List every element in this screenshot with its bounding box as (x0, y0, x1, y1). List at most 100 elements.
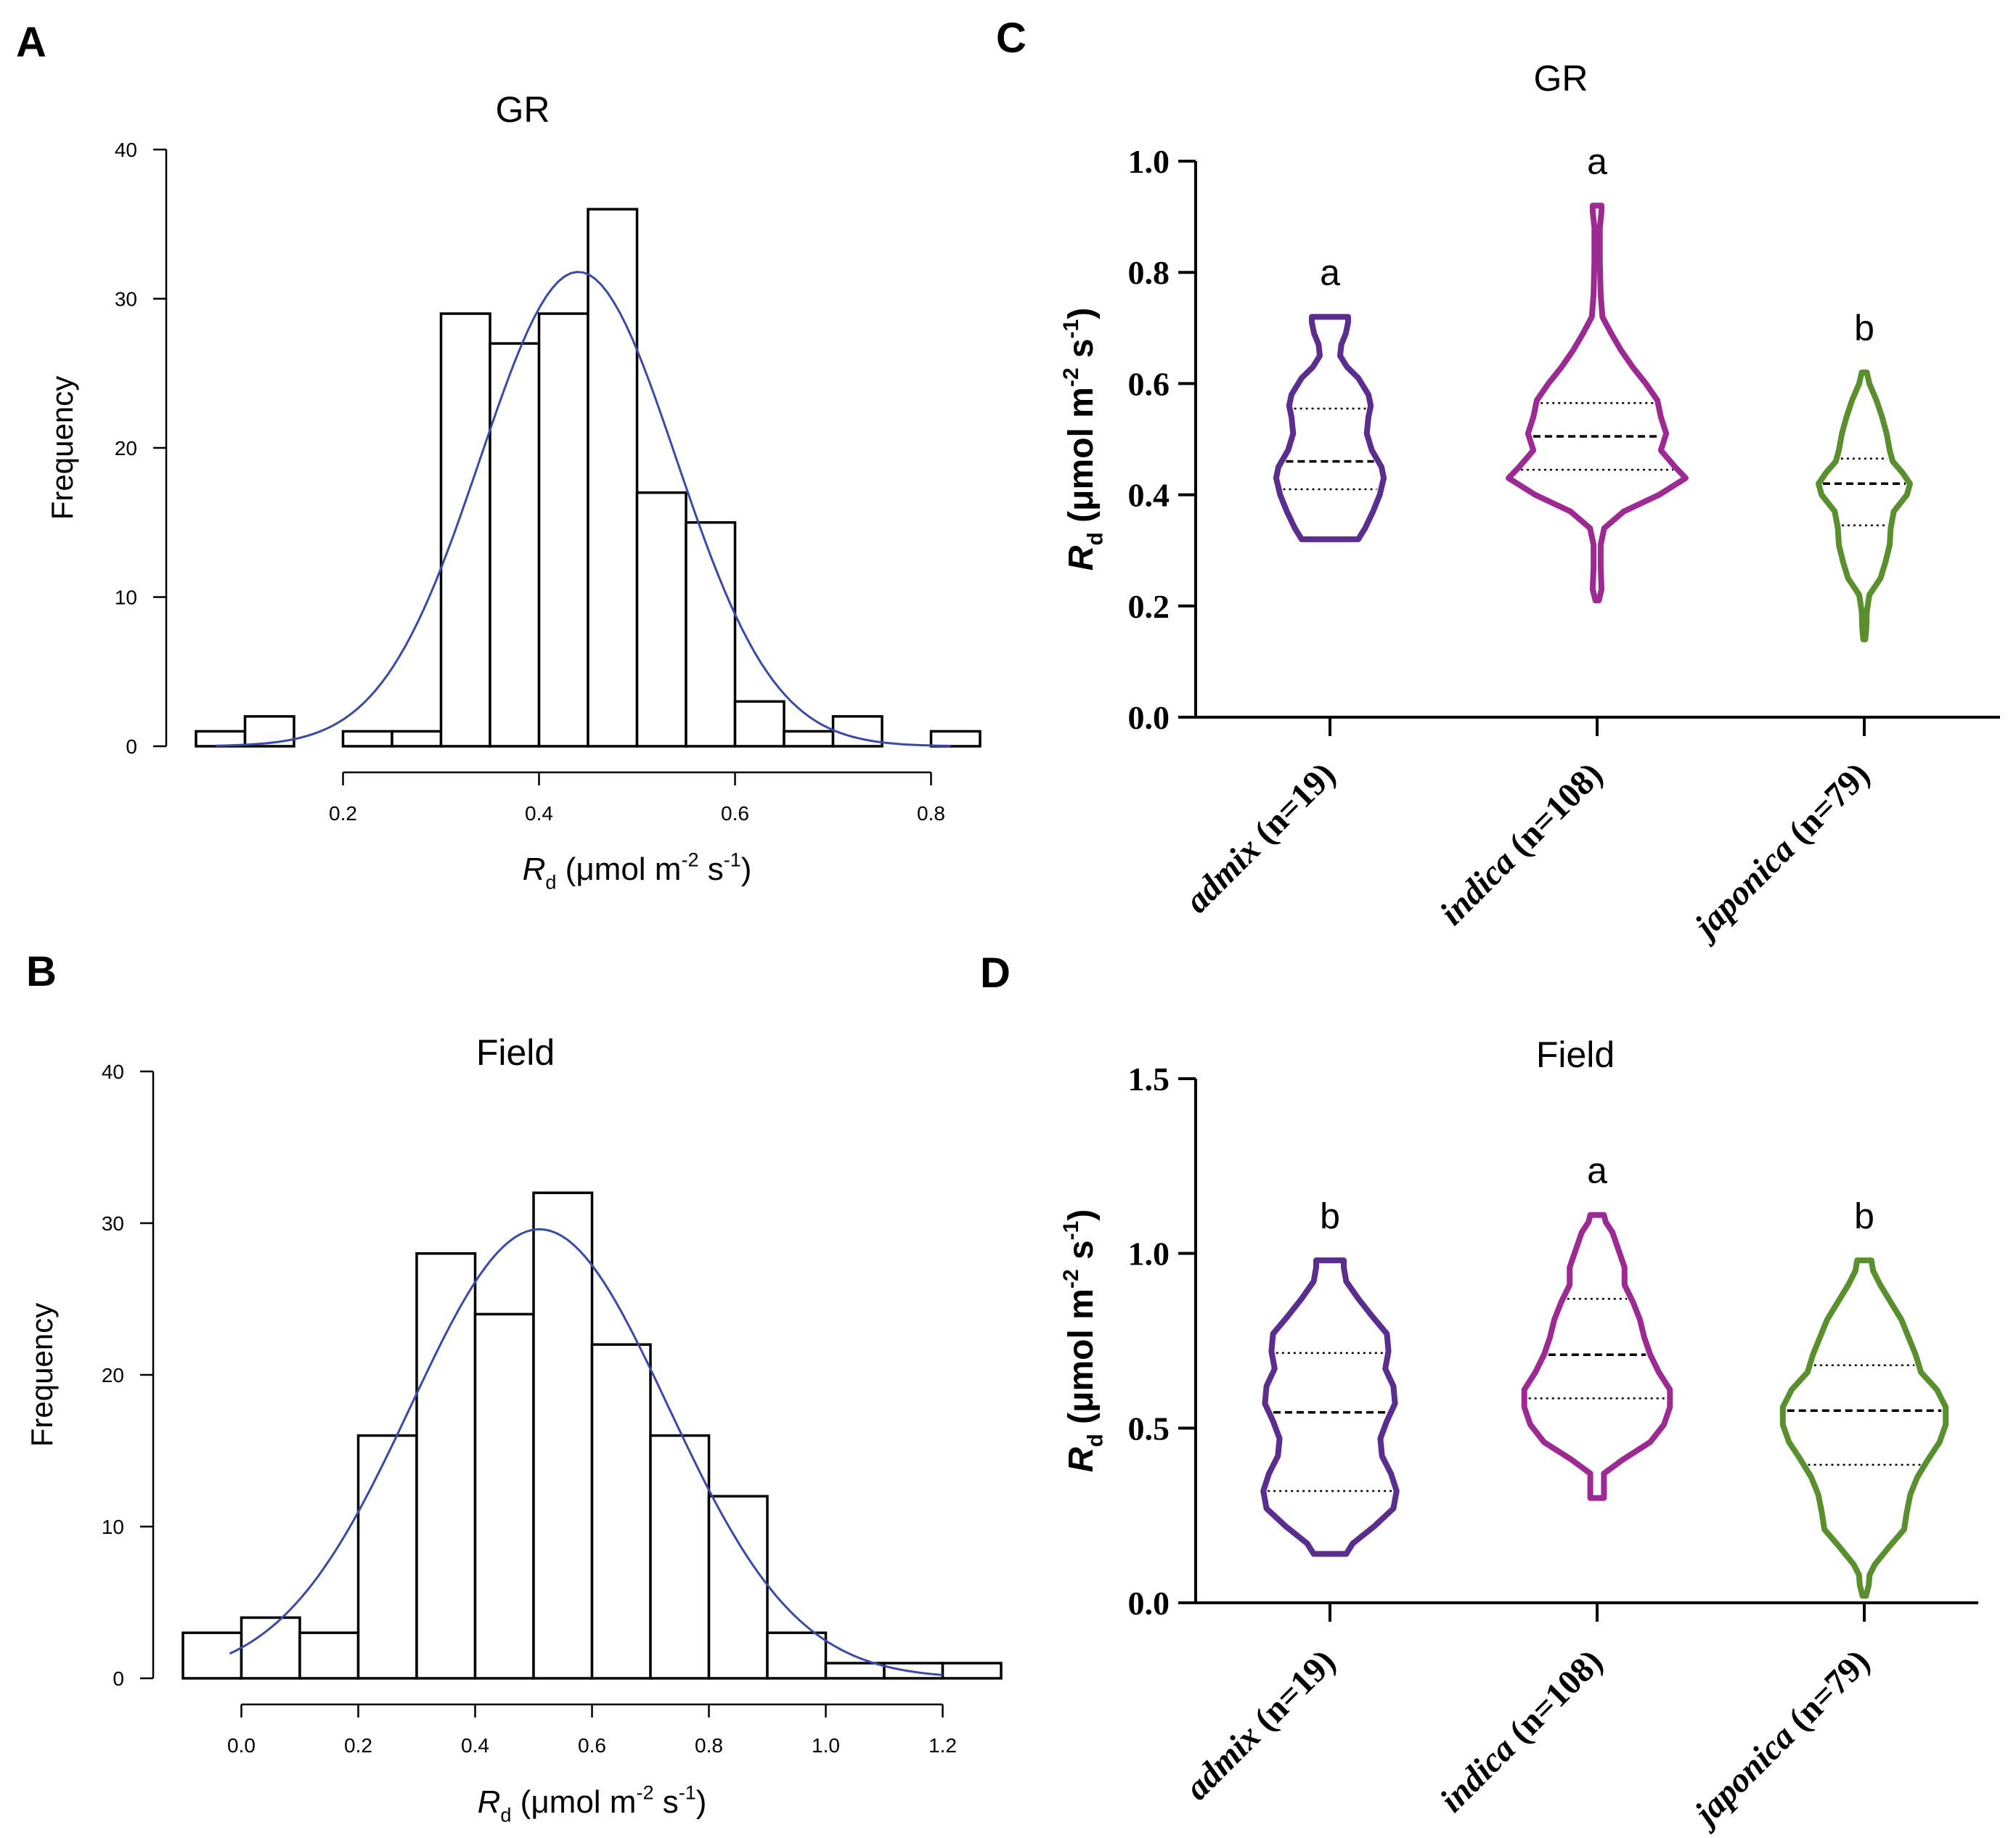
axis-label-part: -2 (636, 1782, 653, 1804)
axis-label-part: -2 (1059, 1269, 1083, 1288)
histogram-bar (685, 521, 737, 748)
y-tick-label: 30 (115, 288, 137, 311)
violin-indica (1521, 1212, 1673, 1501)
histogram-bar (824, 1662, 886, 1680)
y-tick-label: 40 (115, 139, 137, 161)
y-tick-label: 20 (115, 437, 137, 460)
axis-label-part: (μmol m (556, 851, 681, 887)
axis-label-part: -1 (1059, 319, 1083, 339)
histogram-bar (356, 1434, 418, 1680)
axis-label-part: R (478, 1784, 501, 1820)
axis-label-part: ) (741, 851, 752, 887)
group-label: japonica (n=79) (1684, 1642, 1877, 1835)
chart-title: Field (1536, 1034, 1615, 1075)
group-n: (n=79) (1775, 755, 1877, 857)
y-tick-label: 10 (115, 587, 137, 609)
group-n: (n=108) (1495, 1642, 1610, 1757)
y-tick-label: 0 (113, 1667, 124, 1690)
histogram-bar (783, 730, 835, 748)
histogram-bar (181, 1631, 243, 1680)
histogram-bar (635, 491, 687, 748)
axis-label-part: s (653, 1784, 678, 1820)
panel-letter-b: B (26, 948, 57, 995)
panel-letter-a: A (16, 19, 46, 66)
violin-japonica (1779, 1257, 1949, 1599)
histogram-bar (532, 1191, 594, 1680)
x-tick-label: 0.6 (578, 1734, 606, 1757)
significance-letter: a (1587, 141, 1607, 181)
y-axis-label: Frequency (45, 376, 79, 520)
group-name: japonica (1684, 1717, 1802, 1836)
axis-label-part: -2 (1059, 367, 1083, 387)
histogram-bar (590, 1343, 652, 1680)
y-axis-label: Rd (μmol m-2 s-1) (1059, 1209, 1108, 1472)
x-tick-label: 0.4 (525, 802, 553, 825)
axis-label-part: s (1062, 338, 1101, 367)
panel-letter-c: C (996, 15, 1027, 62)
y-tick-label: 0.2 (1128, 588, 1170, 625)
y-tick-label: 0.0 (1128, 1585, 1170, 1622)
axis-label-part: d (545, 871, 556, 893)
histogram-bar (415, 1252, 477, 1680)
histogram-bar (766, 1631, 828, 1680)
violin-panel-c: GR0.00.20.40.60.81.0Rd (μmol m-2 s-1)aad… (1059, 58, 2000, 949)
x-tick-label: 0.8 (917, 802, 945, 825)
chart-title: Field (476, 1032, 555, 1073)
x-tick-label: 0.6 (721, 802, 749, 825)
histogram-bar (649, 1434, 711, 1680)
histogram-bar (298, 1631, 360, 1680)
violin-admix (1260, 1257, 1400, 1557)
group-label: admix (n=19) (1178, 755, 1342, 920)
histogram-bar (473, 1312, 535, 1680)
histogram-bar (489, 342, 541, 748)
histogram-bar (243, 715, 295, 748)
significance-letter: b (1854, 1196, 1874, 1236)
histogram-bar (707, 1495, 769, 1680)
normal-fit-curve (215, 271, 951, 747)
y-tick-label: 0.0 (1128, 699, 1170, 736)
violin-japonica (1816, 369, 1913, 642)
violin-indica (1506, 203, 1689, 604)
panel-letter-d: D (980, 949, 1011, 997)
normal-fit-curve (229, 1228, 943, 1676)
group-label: indica (n=108) (1432, 755, 1609, 932)
violin-admix (1273, 314, 1387, 542)
histogram-panel-b: Field 0 10 20 30 40 Frequency 0.0 0.2 0.4 0.6 0.8 1.… (25, 1032, 1003, 1826)
y-tick-label: 0.4 (1128, 477, 1170, 514)
y-tick-label: 1.5 (1128, 1061, 1170, 1098)
y-tick-label: 0.8 (1128, 254, 1170, 291)
y-tick-label: 30 (102, 1212, 124, 1235)
axis-label-part: d (1083, 1434, 1107, 1447)
y-tick-label: 1.0 (1128, 1235, 1170, 1273)
axis-label-part: ) (1062, 308, 1101, 319)
violin-panel-d: Field 0.0 0.5 1.0 1.5 Rd (μmol m-2 s-1) b admix… (1059, 1034, 1978, 1836)
group-label: admix (n=19) (1178, 1642, 1342, 1807)
y-tick-label: 20 (102, 1364, 124, 1386)
axis-label-part: ) (696, 1784, 707, 1820)
x-tick-label: 1.0 (812, 1734, 840, 1757)
y-axis-label: Rd (μmol m-2 s-1) (1059, 308, 1108, 571)
group-n: (n=108) (1495, 755, 1610, 870)
y-axis-label: Frequency (25, 1303, 59, 1447)
histogram-bar (341, 730, 393, 748)
x-axis-label: Rd (μmol m-2 s-1) (478, 1782, 707, 1826)
axis-label-part: -1 (679, 1782, 696, 1804)
chart-title: GR (496, 89, 550, 130)
axis-label-part: s (698, 851, 723, 887)
histogram-bar (733, 700, 785, 748)
y-tick-label: 0.6 (1128, 365, 1170, 402)
histogram-bar (537, 312, 589, 748)
histogram-panel-a: GR 0 10 20 30 40 Frequency 0.2 0.4 0.6 0.8 Rd (μmol… (45, 89, 982, 894)
histogram-bar (929, 730, 982, 748)
histogram-bar (391, 730, 443, 748)
axis-label-part: d (500, 1804, 511, 1826)
x-axis-label: Rd (μmol m-2 s-1) (523, 849, 752, 894)
axis-label-part: R (1062, 1447, 1101, 1472)
axis-label-part: (μmol m (1062, 1288, 1101, 1434)
significance-letter: b (1320, 1196, 1340, 1236)
y-tick-label: 1.0 (1128, 143, 1170, 180)
significance-letter: a (1320, 252, 1340, 293)
significance-letter: a (1587, 1151, 1607, 1191)
group-label: indica (n=108) (1432, 1642, 1609, 1819)
x-tick-label: 0.2 (344, 1734, 372, 1757)
